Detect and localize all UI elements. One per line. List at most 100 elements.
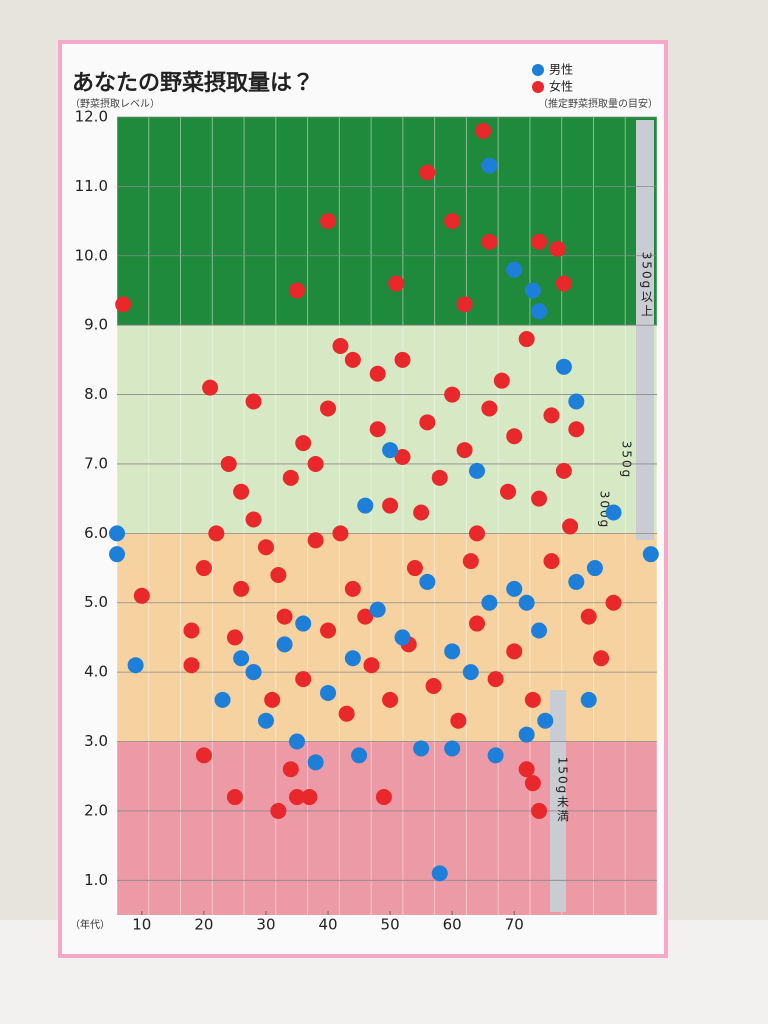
dot (332, 337, 349, 354)
dot (195, 747, 212, 764)
dot (481, 233, 498, 250)
dot (369, 421, 386, 438)
legend-swatch (532, 64, 544, 76)
dot (344, 580, 361, 597)
dot (245, 664, 262, 681)
dot (444, 740, 461, 757)
dot (394, 351, 411, 368)
x-tick-label: 50 (381, 916, 400, 934)
dot (332, 525, 349, 542)
dot (481, 594, 498, 611)
dot (245, 511, 262, 528)
dot (469, 525, 485, 542)
dot (543, 553, 560, 570)
y-tick-label: 3.0 (84, 732, 108, 750)
dot (133, 587, 150, 604)
dot (301, 789, 318, 806)
dot (425, 678, 442, 695)
dot (549, 240, 566, 257)
dot (518, 594, 535, 611)
dot (276, 636, 293, 653)
dot (456, 442, 473, 459)
dot (456, 296, 473, 313)
dot (183, 657, 200, 674)
x-tick-label: 70 (505, 916, 524, 934)
dot (444, 386, 461, 403)
dot (487, 747, 504, 764)
dot (320, 213, 337, 230)
dot (289, 789, 305, 806)
dot (270, 802, 287, 819)
note: （推定野菜摂取量の目安） (538, 97, 658, 110)
legend-swatch (532, 81, 544, 93)
dot (214, 691, 231, 708)
dot (115, 296, 132, 313)
dot (226, 789, 243, 806)
dot (593, 650, 610, 667)
dot (233, 650, 250, 667)
dot (202, 379, 219, 396)
dot (388, 275, 405, 292)
dot (531, 622, 548, 639)
dot (307, 532, 324, 549)
dot (109, 546, 125, 563)
dot (586, 560, 603, 577)
dot (450, 712, 467, 729)
x-tick-label: 10 (132, 916, 151, 934)
x-tick-label: 60 (443, 916, 462, 934)
dot (289, 282, 305, 299)
dot (394, 449, 411, 466)
guide-strip (636, 120, 654, 540)
subtitle: （野菜摂取レベル） (70, 97, 160, 110)
dot (524, 282, 541, 299)
dot (642, 546, 659, 563)
dot (320, 400, 337, 417)
dot (444, 643, 461, 660)
dot (481, 400, 498, 417)
dot (344, 351, 361, 368)
dot (233, 483, 250, 500)
dot (226, 629, 243, 646)
dot (469, 615, 485, 632)
dot (295, 435, 312, 452)
dot (506, 580, 523, 597)
dot (369, 601, 386, 618)
chart-title: あなたの野菜摂取量は？ (72, 70, 314, 96)
dot (109, 525, 125, 542)
x-tick-label: 40 (318, 916, 337, 934)
dot (555, 358, 572, 375)
dot (382, 497, 399, 514)
dot (469, 462, 485, 479)
dot (518, 726, 535, 743)
dot (282, 469, 299, 486)
dot (506, 428, 523, 445)
dot (531, 303, 548, 320)
y-tick-label: 4.0 (84, 663, 108, 681)
dot (481, 157, 498, 174)
y-tick-label: 2.0 (84, 801, 108, 819)
legend-label: 男性 (549, 63, 573, 77)
band (117, 741, 657, 915)
legend-label: 女性 (549, 80, 573, 94)
y-tick-label: 11.0 (75, 177, 108, 195)
dot (351, 747, 368, 764)
dot (568, 393, 585, 410)
dot (487, 671, 504, 688)
x-axis-label: （年代） (70, 918, 110, 931)
dot (518, 331, 535, 348)
y-tick-label: 9.0 (84, 316, 108, 334)
dot (276, 608, 293, 625)
dot (413, 740, 430, 757)
band-label: 350g (620, 441, 634, 480)
dot (605, 594, 622, 611)
dot (363, 657, 380, 674)
band-label: 350g以上 (640, 252, 654, 319)
guide-strip (550, 690, 566, 912)
y-tick-label: 7.0 (84, 454, 108, 472)
dot (568, 573, 585, 590)
dot (289, 733, 305, 750)
x-tick-label: 30 (256, 916, 275, 934)
dot (506, 261, 523, 278)
dot (431, 469, 448, 486)
dot (419, 164, 436, 181)
